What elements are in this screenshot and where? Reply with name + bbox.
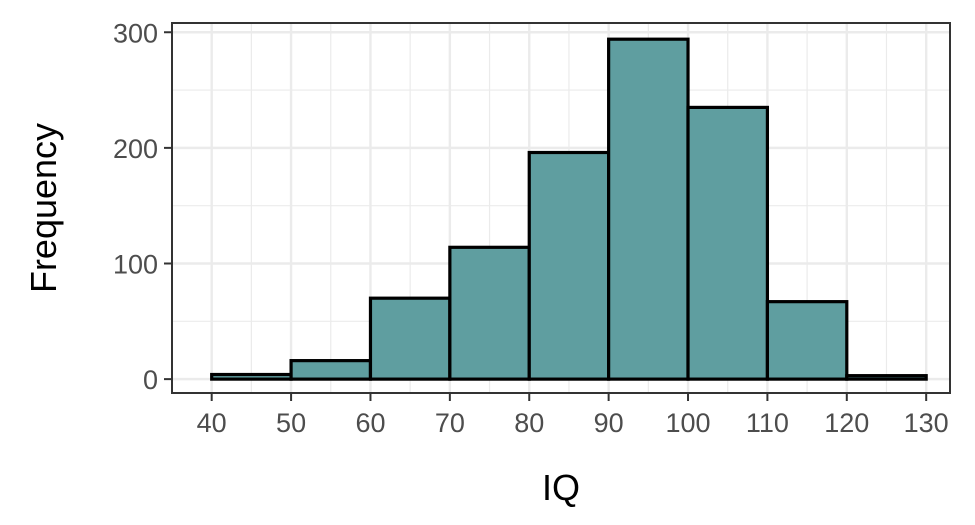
y-axis: 0 100 200 300 (113, 18, 172, 395)
x-tick-label: 50 (276, 408, 306, 438)
x-tick-label: 60 (355, 408, 385, 438)
y-axis-title: Frequency (23, 123, 64, 293)
histogram-bar (686, 105, 770, 381)
x-tick-label: 40 (197, 408, 227, 438)
histogram-bar (448, 245, 531, 381)
x-tick-label: 90 (594, 408, 624, 438)
y-tick-label: 200 (113, 134, 158, 164)
histogram-bar (607, 37, 690, 381)
histogram-bar (845, 374, 928, 381)
y-tick-label: 100 (113, 250, 158, 280)
x-tick-label: 80 (514, 408, 544, 438)
y-tick-label: 300 (113, 18, 158, 48)
x-tick-label: 100 (665, 408, 710, 438)
x-axis-title: IQ (542, 467, 580, 508)
x-tick-label: 130 (904, 408, 949, 438)
plot-border (171, 22, 951, 394)
histogram-bar (527, 150, 611, 381)
histogram-bar (765, 300, 849, 381)
x-tick-label: 70 (435, 408, 465, 438)
histogram-bar (210, 372, 293, 381)
x-tick-label: 110 (746, 408, 789, 438)
x-tick-label: 120 (824, 408, 869, 438)
y-tick-label: 0 (143, 365, 158, 395)
histogram-bar (289, 359, 373, 381)
histogram-bar (368, 296, 452, 381)
histogram-bars (210, 37, 928, 381)
x-axis: 40 50 60 70 80 90 100 110 120 130 (197, 393, 949, 438)
